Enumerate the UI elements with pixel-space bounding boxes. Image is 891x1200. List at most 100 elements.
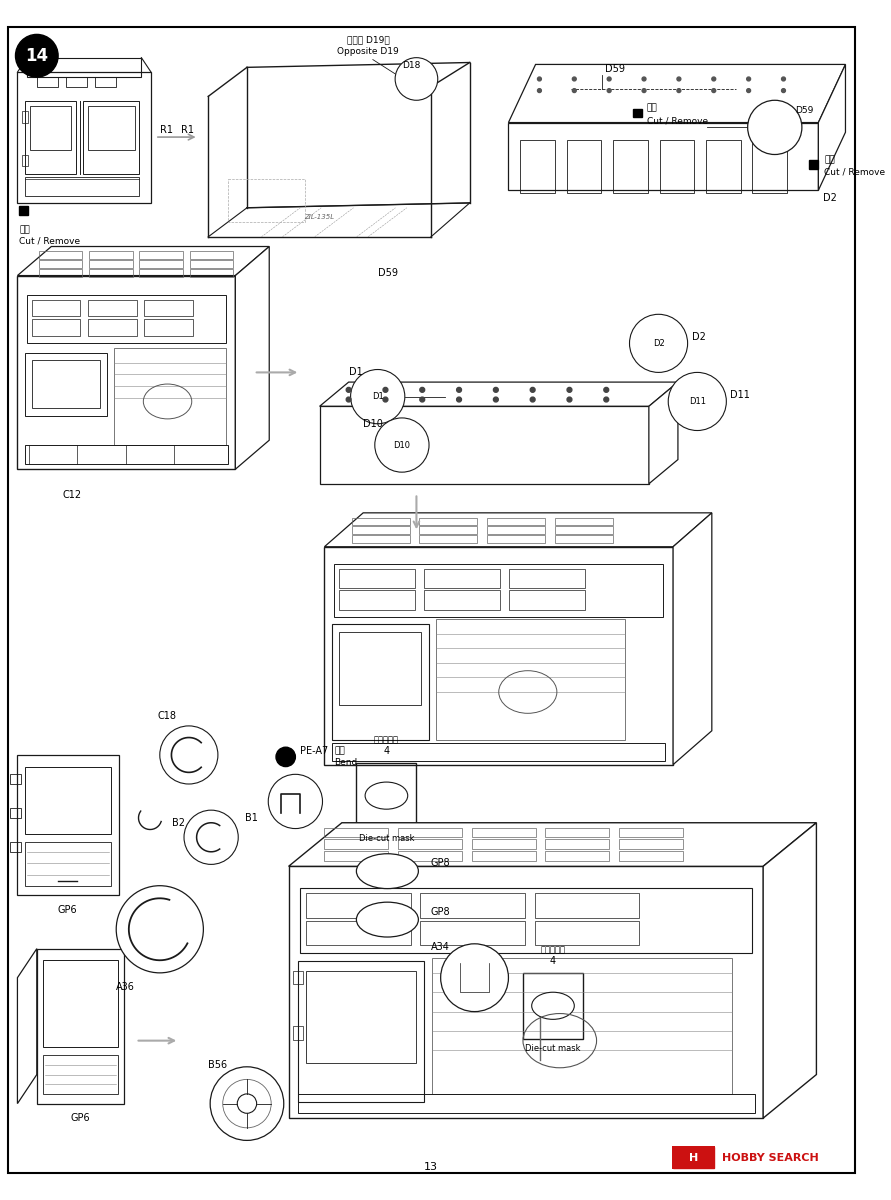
Bar bbox=[659, 140, 694, 193]
Bar bbox=[88, 319, 136, 336]
Circle shape bbox=[494, 397, 498, 402]
Bar bbox=[545, 839, 609, 848]
Text: GP8: GP8 bbox=[431, 858, 451, 869]
Bar bbox=[398, 828, 462, 838]
Text: Cut / Remove: Cut / Remove bbox=[824, 168, 886, 176]
Circle shape bbox=[395, 58, 437, 101]
Bar bbox=[37, 77, 58, 86]
Text: Cut / Remove: Cut / Remove bbox=[647, 116, 708, 125]
Text: D2: D2 bbox=[823, 193, 837, 203]
Bar bbox=[66, 77, 87, 86]
Bar bbox=[420, 527, 478, 534]
Bar bbox=[19, 206, 28, 215]
Bar bbox=[555, 535, 613, 542]
Bar bbox=[30, 106, 70, 150]
Circle shape bbox=[781, 77, 786, 80]
Bar bbox=[32, 300, 80, 317]
Circle shape bbox=[677, 77, 681, 80]
Bar bbox=[32, 319, 80, 336]
Bar bbox=[398, 851, 462, 860]
Bar bbox=[144, 319, 192, 336]
Bar bbox=[293, 971, 303, 984]
Bar bbox=[424, 569, 500, 588]
Bar bbox=[633, 108, 642, 118]
Bar bbox=[38, 260, 82, 268]
Circle shape bbox=[456, 388, 462, 392]
Circle shape bbox=[375, 418, 429, 472]
Circle shape bbox=[530, 388, 535, 392]
Circle shape bbox=[748, 101, 802, 155]
Bar bbox=[22, 155, 29, 166]
Circle shape bbox=[712, 77, 715, 80]
Polygon shape bbox=[320, 382, 678, 407]
Bar bbox=[306, 971, 416, 1063]
Circle shape bbox=[630, 314, 688, 372]
Bar bbox=[324, 839, 388, 848]
Bar bbox=[18, 276, 235, 469]
Bar bbox=[140, 251, 183, 259]
Circle shape bbox=[677, 89, 681, 92]
Bar bbox=[43, 960, 119, 1048]
Circle shape bbox=[456, 397, 462, 402]
Bar bbox=[432, 959, 732, 1094]
Bar bbox=[10, 842, 21, 852]
Text: 切除: 切除 bbox=[20, 226, 30, 234]
Bar bbox=[421, 920, 525, 944]
Bar bbox=[22, 110, 29, 122]
Text: D10: D10 bbox=[363, 419, 382, 428]
Text: A34: A34 bbox=[431, 942, 450, 952]
Ellipse shape bbox=[532, 992, 575, 1019]
Bar bbox=[339, 632, 421, 704]
Bar bbox=[535, 894, 639, 918]
Polygon shape bbox=[18, 246, 269, 276]
Circle shape bbox=[572, 77, 576, 80]
Bar bbox=[334, 564, 664, 618]
Bar bbox=[25, 445, 227, 464]
Bar bbox=[25, 353, 108, 416]
Bar bbox=[706, 140, 741, 193]
Bar bbox=[140, 260, 183, 268]
Circle shape bbox=[608, 77, 611, 80]
Text: 《対側 D19》: 《対側 D19》 bbox=[347, 36, 389, 44]
Bar bbox=[38, 269, 82, 276]
Text: D18: D18 bbox=[402, 61, 421, 70]
Bar bbox=[535, 920, 639, 944]
Bar bbox=[89, 269, 133, 276]
Text: R1: R1 bbox=[181, 125, 194, 136]
Text: Bend: Bend bbox=[334, 758, 357, 767]
Circle shape bbox=[530, 397, 535, 402]
Circle shape bbox=[537, 77, 542, 80]
Text: B2: B2 bbox=[172, 817, 185, 828]
Bar bbox=[27, 58, 142, 77]
Text: D2: D2 bbox=[692, 331, 707, 342]
Text: D10: D10 bbox=[394, 440, 411, 450]
Circle shape bbox=[184, 810, 238, 864]
Bar bbox=[190, 269, 233, 276]
Polygon shape bbox=[509, 65, 846, 122]
Circle shape bbox=[572, 89, 576, 92]
Bar bbox=[487, 517, 545, 526]
Bar bbox=[523, 973, 583, 1039]
Circle shape bbox=[567, 397, 572, 402]
Bar bbox=[227, 179, 305, 222]
Polygon shape bbox=[673, 512, 712, 764]
Bar bbox=[95, 77, 116, 86]
Circle shape bbox=[494, 388, 498, 392]
Text: ZIL-135L: ZIL-135L bbox=[305, 215, 335, 221]
Polygon shape bbox=[324, 512, 712, 547]
Ellipse shape bbox=[365, 782, 408, 809]
Bar bbox=[471, 828, 535, 838]
Bar bbox=[420, 517, 478, 526]
Bar bbox=[619, 828, 683, 838]
Bar bbox=[467, 970, 482, 985]
Bar bbox=[471, 851, 535, 860]
Polygon shape bbox=[818, 65, 846, 191]
Bar bbox=[25, 842, 111, 886]
Bar bbox=[10, 774, 21, 784]
Text: D1: D1 bbox=[372, 392, 384, 401]
Bar bbox=[420, 535, 478, 542]
Circle shape bbox=[237, 1094, 257, 1114]
Bar bbox=[487, 527, 545, 534]
Bar bbox=[190, 260, 233, 268]
Bar bbox=[32, 360, 100, 408]
